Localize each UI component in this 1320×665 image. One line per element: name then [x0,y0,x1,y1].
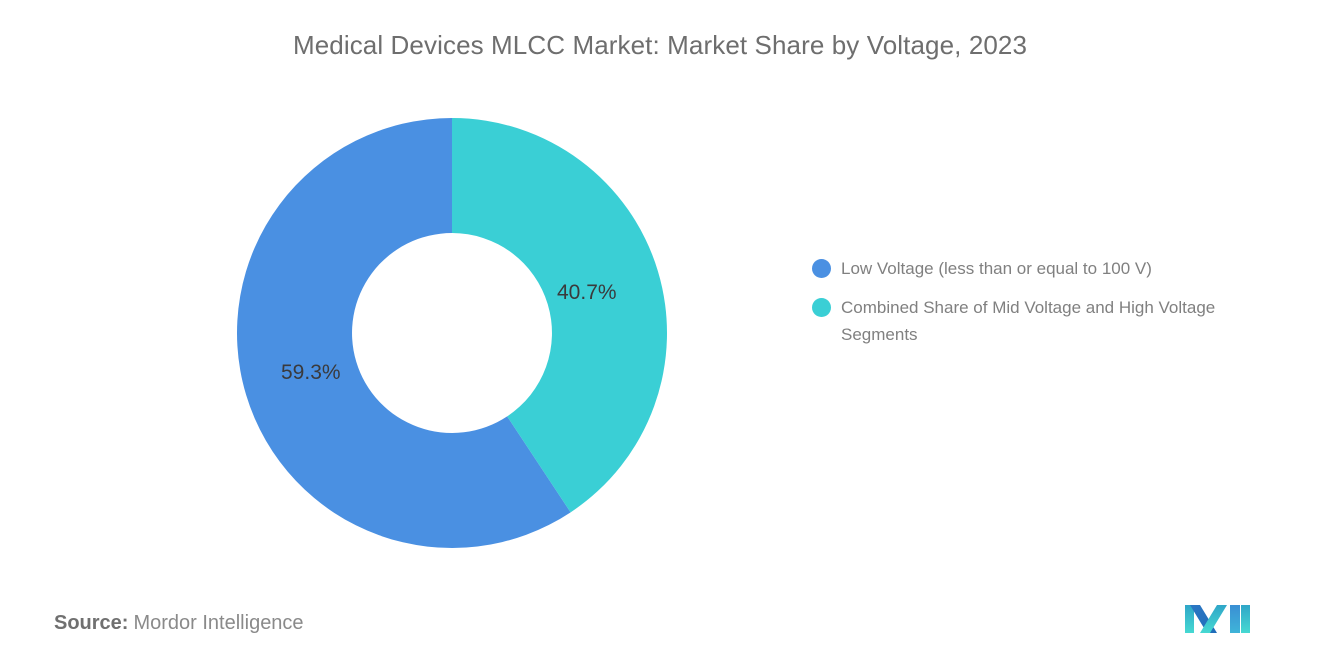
legend-item-low-voltage[interactable]: Low Voltage (less than or equal to 100 V… [812,255,1282,282]
source-value: Mordor Intelligence [133,612,304,634]
legend-color-swatch-icon [812,298,831,317]
legend-color-swatch-icon [812,259,831,278]
source-label: Source: [54,612,129,634]
donut-slice-label-combined-mid-high-voltage: 40.7% [557,281,617,304]
donut-slice-combined-mid-high-voltage[interactable] [452,118,667,513]
legend-item-label: Combined Share of Mid Voltage and High V… [841,298,1216,344]
chart-title: Medical Devices MLCC Market: Market Shar… [292,30,1028,60]
chart-legend: Low Voltage (less than or equal to 100 V… [812,255,1282,360]
mordor-intelligence-logo-icon [1183,599,1255,639]
donut-chart-svg [237,118,667,548]
source-attribution: Source: Mordor Intelligence [54,612,304,635]
logo-svg [1185,605,1250,633]
donut-chart: 59.3% 40.7% [237,118,667,548]
donut-slice-label-low-voltage: 59.3% [281,361,341,384]
legend-item-combined-mid-high-voltage[interactable]: Combined Share of Mid Voltage and High V… [812,294,1282,348]
legend-item-label: Low Voltage (less than or equal to 100 V… [841,259,1152,278]
donut-slice-low-voltage[interactable] [237,118,571,548]
